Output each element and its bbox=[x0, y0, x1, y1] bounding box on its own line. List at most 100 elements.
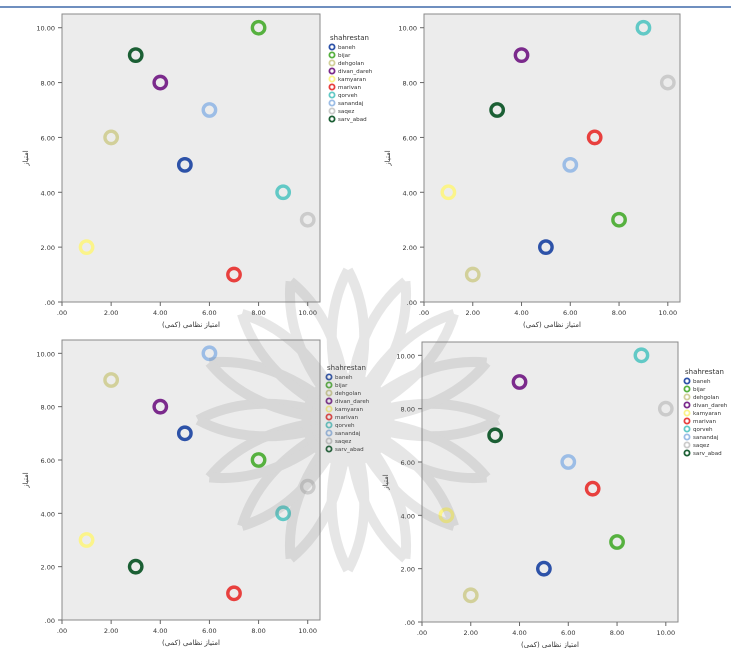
point-sarv_abad bbox=[127, 47, 144, 64]
legend-label-saqez: saqez bbox=[693, 443, 709, 449]
point-divan_dareh bbox=[152, 398, 169, 415]
scatter-svg-1: .00 2.00 4.00 6.00 8.00 10.00 .00 2.00 4.00 6.00 8… bbox=[22, 13, 373, 329]
legend-swatch-divan_dareh bbox=[683, 401, 691, 409]
legend-swatch-baneh bbox=[325, 373, 333, 381]
legend-swatch-marivan bbox=[325, 413, 333, 421]
legend-label-sanandaj: sanandaj bbox=[693, 435, 719, 441]
legend-label-sanandaj: sanandaj bbox=[338, 101, 364, 107]
point-sanandaj bbox=[562, 156, 579, 173]
legend-swatch-sanandaj bbox=[325, 429, 333, 437]
y-tick-label: 4.00 bbox=[41, 189, 55, 197]
point-sanandaj bbox=[201, 102, 218, 118]
x-tick-label: 6.00 bbox=[202, 309, 216, 317]
x-tick-label: 8.00 bbox=[610, 629, 624, 637]
x-tick-label: 8.00 bbox=[251, 309, 265, 317]
x-tick-label: 4.00 bbox=[153, 309, 167, 317]
legend: shahrestan baneh bijar dehgolan divan_darehk… bbox=[325, 364, 370, 453]
scatter-panel-top-right: .00 2.00 4.00 6.00 8.00 10.00 .00 2.00 4.00 6.00 8… bbox=[366, 10, 731, 329]
legend-label-qorveh: qorveh bbox=[338, 93, 358, 99]
x-axis-label: امتیاز نظامی (کمی) bbox=[523, 321, 581, 329]
point-marivan bbox=[226, 585, 242, 602]
legend-label-kamyaran: kamyaran bbox=[335, 407, 363, 413]
scatter-svg-3: .00 2.00 4.00 6.00 8.00 10.00 .00 2.00 4.00 6.00 8… bbox=[22, 339, 370, 647]
point-kamyaran bbox=[438, 507, 455, 524]
legend-swatch-saqez bbox=[325, 437, 333, 445]
point-kamyaran bbox=[440, 184, 457, 201]
point-sarv_abad bbox=[487, 427, 504, 444]
y-tick-label: .00 bbox=[45, 617, 55, 625]
x-tick-label: 4.00 bbox=[512, 629, 526, 637]
x-tick-label: 2.00 bbox=[104, 627, 118, 635]
legend-label-bijar: bijar bbox=[335, 383, 348, 389]
point-bijar bbox=[250, 452, 267, 468]
point-sarv_abad bbox=[489, 102, 506, 118]
point-baneh bbox=[176, 425, 193, 442]
y-tick-label: 2.00 bbox=[403, 244, 417, 252]
y-tick-label: 6.00 bbox=[403, 134, 417, 142]
legend-label-baneh: baneh bbox=[335, 375, 353, 381]
point-saqez bbox=[299, 211, 316, 228]
legend-label-bijar: bijar bbox=[693, 387, 706, 393]
legend-title: shahrestan bbox=[327, 364, 366, 372]
x-tick-label: 6.00 bbox=[563, 309, 577, 317]
scatter-panel-bottom-right: .00 2.00 4.00 6.00 8.00 10.00 .00 2.00 4.00 6.00 8… bbox=[366, 334, 731, 648]
x-tick-label: 2.00 bbox=[466, 309, 480, 317]
x-tick-label: 10.00 bbox=[298, 309, 317, 317]
point-marivan bbox=[586, 129, 603, 146]
point-qorveh bbox=[633, 347, 650, 364]
legend-label-kamyaran: kamyaran bbox=[693, 411, 721, 417]
y-tick-label: 2.00 bbox=[41, 564, 55, 572]
y-tick-label: 2.00 bbox=[41, 244, 55, 252]
point-marivan bbox=[584, 480, 601, 497]
x-tick-label: .00 bbox=[57, 627, 67, 635]
point-kamyaran bbox=[78, 532, 95, 548]
legend-swatch-divan_dareh bbox=[328, 67, 336, 75]
scatter-panel-bottom-left: .00 2.00 4.00 6.00 8.00 10.00 .00 2.00 4.00 6.00 8… bbox=[0, 334, 370, 648]
x-tick-label: 4.00 bbox=[514, 309, 528, 317]
plot-area bbox=[423, 13, 681, 303]
point-saqez bbox=[299, 478, 316, 495]
legend-label-marivan: marivan bbox=[335, 415, 358, 421]
legend-swatch-marivan bbox=[328, 83, 336, 91]
x-tick-label: 10.00 bbox=[657, 629, 676, 637]
plot-area bbox=[421, 341, 679, 623]
y-tick-label: .00 bbox=[45, 299, 55, 307]
legend-swatch-kamyaran bbox=[325, 405, 333, 413]
legend-label-sarv_abad: sarv_abad bbox=[338, 117, 367, 123]
legend-swatch-bijar bbox=[683, 385, 691, 393]
point-dehgolan bbox=[464, 266, 481, 283]
legend-swatch-dehgolan bbox=[325, 389, 333, 397]
legend-label-dehgolan: dehgolan bbox=[693, 395, 719, 401]
point-divan_dareh bbox=[513, 47, 530, 64]
scatter-svg-4: .00 2.00 4.00 6.00 8.00 10.00 .00 2.00 4.00 6.00 8… bbox=[382, 341, 728, 648]
legend-title: shahrestan bbox=[330, 34, 369, 42]
legend-swatch-saqez bbox=[683, 441, 691, 449]
x-axis-label: امتیاز نظامی (کمی) bbox=[521, 641, 579, 648]
y-axis-label: امتیاز bbox=[384, 150, 392, 166]
plot-area bbox=[61, 339, 321, 621]
x-tick-label: 6.00 bbox=[561, 629, 575, 637]
plot-area bbox=[61, 13, 321, 303]
y-tick-label: 10.00 bbox=[398, 25, 417, 33]
legend-swatch-dehgolan bbox=[683, 393, 691, 401]
legend-swatch-bijar bbox=[325, 381, 333, 389]
x-axis-label: امتیاز نظامی (کمی) bbox=[162, 639, 220, 647]
y-tick-label: 10.00 bbox=[36, 25, 55, 33]
point-baneh bbox=[176, 156, 193, 173]
legend-label-divan_dareh: divan_dareh bbox=[335, 399, 370, 405]
x-tick-label: 8.00 bbox=[251, 627, 265, 635]
point-bijar bbox=[250, 19, 267, 36]
legend-label-sanandaj: sanandaj bbox=[335, 431, 361, 437]
point-sarv_abad bbox=[127, 558, 144, 575]
point-qorveh bbox=[275, 505, 292, 522]
y-tick-label: 4.00 bbox=[401, 512, 415, 520]
legend-label-saqez: saqez bbox=[335, 439, 351, 445]
legend-swatch-sarv_abad bbox=[683, 449, 691, 457]
point-bijar bbox=[611, 211, 627, 228]
legend-label-dehgolan: dehgolan bbox=[338, 61, 364, 67]
x-tick-label: 8.00 bbox=[612, 309, 626, 317]
legend-swatch-dehgolan bbox=[328, 59, 336, 67]
legend-swatch-saqez bbox=[328, 107, 336, 115]
legend-swatch-kamyaran bbox=[328, 75, 336, 83]
legend-swatch-sarv_abad bbox=[325, 445, 333, 453]
